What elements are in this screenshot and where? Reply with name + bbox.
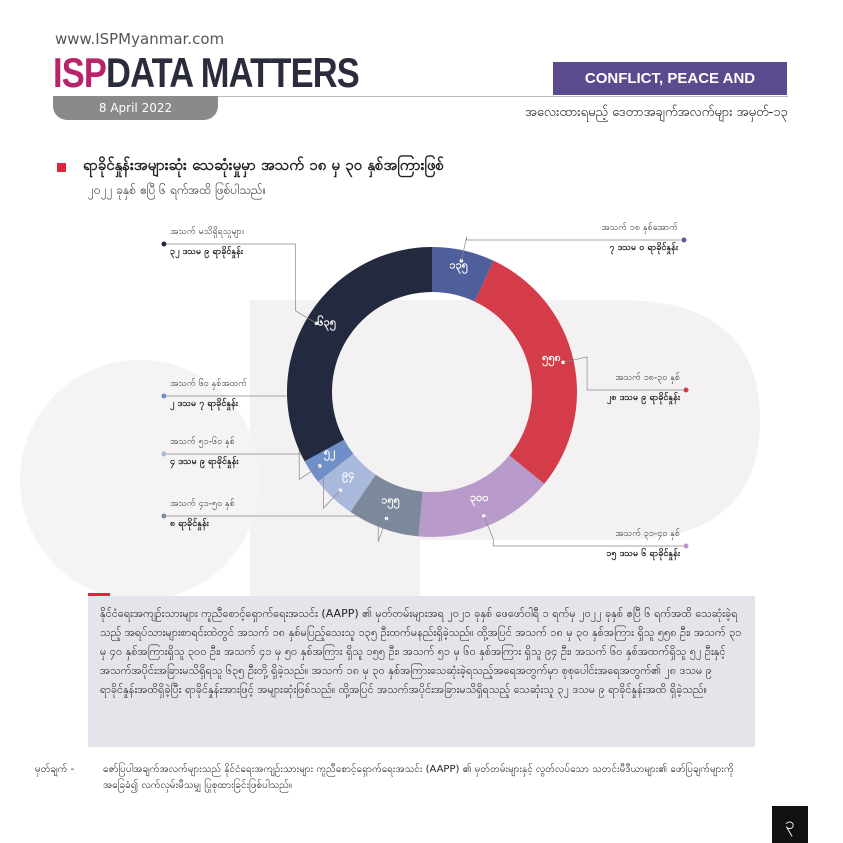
accent [88,593,110,596]
segment-value: ၁၅၅ [381,493,400,509]
legend-dot [161,513,167,519]
series-title: အလေးထားရမည့် ဒေတာအချက်အလက်များ အမှတ်-၁၃ [524,105,788,120]
percent-label: ၂ ဒသမ ၇ ရာခိုင်နှုန်း [170,398,239,411]
leader-line [167,515,387,542]
category-label: အသက် ၆၀ နှစ်အထက် [170,378,248,390]
brand-isp: ISP [53,49,107,96]
segment-value: ၃၀၀ [470,491,489,507]
donut-segment [286,247,432,462]
category-label: အသက် မသိရှိရသူများ [170,226,245,238]
subheading: ၂၀၂၂ ခုနှစ် ဧပြီ ၆ ရက်အထိ ဖြစ်ပါသည်။ [88,183,267,197]
legend-dot [683,387,689,393]
bullet [57,163,66,172]
donut-chart: ၁၃၅ အသက် ၁၈ နှစ်အောက်၇ ဒသမ ၀ ရာခိုင်နှုန်… [161,222,689,561]
note-label: မှတ်ချက် - [35,764,75,775]
legend-dot [161,451,167,457]
percent-label: ၁၅ ဒသမ ၆ ရာခိုင်နှုန်း [606,548,680,561]
donut-segment [474,260,578,484]
donut-segment [432,247,494,302]
note-text: ဇော်ပြပါအချက်အလက်များသည် နိုင်ငံရေးအကျဉ်… [103,764,734,791]
category-label: အသက် ၄၁-၅၀ နှစ် [170,498,235,510]
leader-line [460,236,681,261]
donut-segment [318,453,376,512]
section-badge: CONFLICT, PEACE AND SECURITY [553,62,787,120]
category-label: အသက် ၁၈-၃၀ နှစ် [615,372,680,384]
donut-segment [304,439,354,482]
category-label: အသက် ၁၈ နှစ်အောက် [601,222,678,234]
legend-dot [683,543,689,549]
page-number: ၃ [772,806,808,843]
leader-line [483,515,683,547]
brand-rest: DATA MATTERS [106,49,360,96]
url: www.ISPMyanmar.com [55,30,225,48]
legend-dot [161,241,167,247]
legend-dot [681,237,687,243]
category-label: အသက် ၃၁-၄၀ နှစ် [615,528,680,540]
segment-value: ၁၃၅ [449,258,468,274]
segment-value: ၅၂ [324,445,336,461]
segment-dot [384,516,389,521]
segment-value: ၉၄ [342,468,354,484]
heading: ရာခိုင်နှုန်းအများဆုံး သေဆုံးမှုမှာ အသက်… [83,156,444,174]
legend-dot [161,393,167,399]
segment-value: ၅၅၈ [542,351,561,367]
leader-line [167,453,341,510]
leader-line [563,356,683,391]
percent-label: ၂၈ ဒသမ ၉ ရာခိုင်နှုန်း [607,392,681,405]
leader-line [167,243,317,324]
brand: ISPDATA MATTERS [53,48,360,98]
category-label: အသက် ၅၁-၆၀ နှစ် [170,436,235,448]
donut-segment [418,455,545,537]
percent-label: ၈ ရာခိုင်နှုန်း [170,518,210,531]
segment-dot [314,321,319,326]
percent-label: ၃၂ ဒသမ ၉ ရာခိုင်နှုန်း [170,246,244,259]
date-pill: 8 April 2022 [53,96,218,120]
segment-dot [459,258,464,263]
donut-segment [350,474,423,537]
percent-label: ၄ ဒသမ ၉ ရာခိုင်နှုန်း [170,456,239,469]
percent-label: ၇ ဒသမ ၀ ရာခိုင်နှုန်း [609,242,678,255]
body-text: နိုင်ငံရေးအကျဉ်းသားများ ကူညီစောင့်ရှောက်… [88,596,755,747]
segment-value: ၆၃၅ [317,315,336,331]
rule [218,96,788,97]
